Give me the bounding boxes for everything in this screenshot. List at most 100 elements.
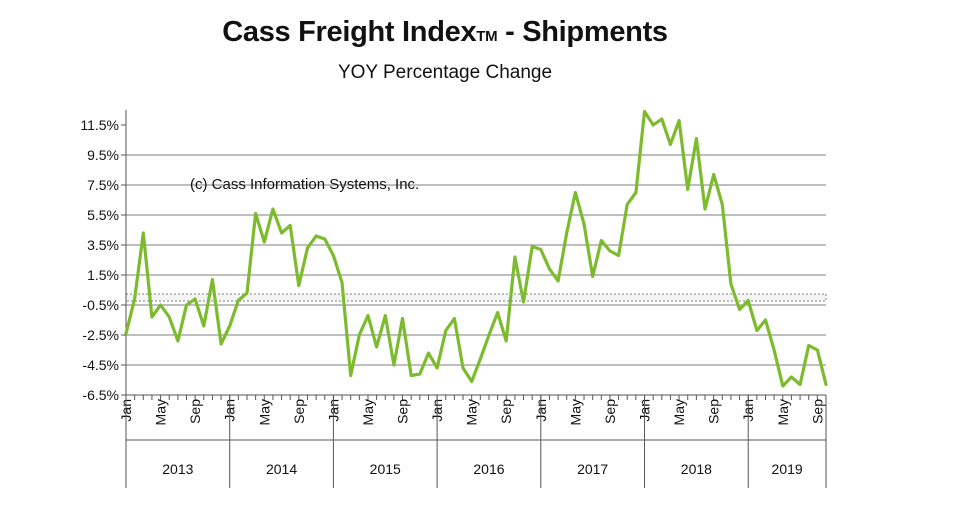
data-point bbox=[626, 203, 629, 206]
data-point bbox=[522, 300, 525, 304]
data-point bbox=[824, 383, 828, 386]
chart-title-text: Cass Freight Index bbox=[222, 16, 477, 48]
x-tick-label: Sep bbox=[395, 399, 411, 424]
data-point bbox=[669, 143, 672, 146]
x-tick-label: Sep bbox=[291, 399, 307, 424]
zero-band-rect bbox=[125, 293, 827, 302]
x-tick-label: May bbox=[775, 399, 791, 425]
chart-subtitle: YOY Percentage Change bbox=[337, 62, 553, 83]
data-point bbox=[807, 344, 810, 347]
data-point bbox=[384, 314, 387, 317]
data-point bbox=[401, 317, 404, 320]
data-point bbox=[686, 188, 689, 191]
y-axis: 11.5% 9.5% 7.5% 5.5% 3.5% 1.5% -0.5% -2.5% -4.5%… bbox=[80, 110, 127, 403]
data-point bbox=[755, 329, 759, 332]
data-point bbox=[237, 299, 240, 302]
data-point bbox=[306, 246, 309, 250]
data-point bbox=[772, 348, 776, 352]
year-label: 2018 bbox=[681, 461, 712, 477]
data-point bbox=[418, 372, 422, 376]
y-tick-label: 1.5% bbox=[87, 267, 119, 283]
data-point bbox=[712, 173, 715, 176]
data-point bbox=[185, 303, 188, 307]
data-point bbox=[332, 254, 335, 257]
trademark-mark: TM bbox=[476, 28, 498, 45]
data-point bbox=[643, 110, 646, 113]
data-point bbox=[790, 375, 793, 379]
y-tick-label: 11.5% bbox=[80, 117, 119, 133]
year-label: 2016 bbox=[473, 461, 504, 477]
x-tick-label: May bbox=[256, 399, 272, 425]
data-point bbox=[297, 284, 301, 287]
data-point bbox=[591, 275, 594, 278]
x-tick-label: Sep bbox=[187, 399, 203, 424]
data-point bbox=[211, 278, 214, 281]
data-point bbox=[427, 351, 430, 355]
data-point bbox=[444, 329, 447, 332]
year-label: 2015 bbox=[370, 461, 401, 477]
y-tick-label: -6.5% bbox=[82, 387, 119, 403]
data-point bbox=[392, 363, 396, 367]
data-point bbox=[202, 324, 205, 328]
data-point bbox=[142, 231, 145, 235]
y-tick-label: -2.5% bbox=[82, 327, 119, 343]
year-label: 2017 bbox=[577, 461, 608, 477]
year-label: 2019 bbox=[772, 461, 803, 477]
chart-title-suffix: - Shipments bbox=[497, 16, 668, 48]
data-point bbox=[314, 234, 318, 238]
data-point bbox=[349, 374, 352, 377]
data-point bbox=[288, 224, 292, 227]
data-point bbox=[487, 333, 491, 337]
x-tick-label: May bbox=[567, 399, 583, 425]
data-point bbox=[600, 239, 603, 242]
data-point bbox=[617, 254, 620, 257]
data-point bbox=[505, 339, 508, 343]
y-tick-label: 5.5% bbox=[87, 207, 119, 223]
x-tick-label: Sep bbox=[809, 399, 825, 424]
data-point bbox=[729, 282, 733, 286]
data-point bbox=[219, 342, 223, 346]
data-point bbox=[798, 383, 802, 386]
data-point bbox=[133, 297, 136, 301]
x-tick-label: May bbox=[360, 399, 376, 425]
data-point bbox=[366, 314, 370, 317]
data-point bbox=[539, 248, 543, 251]
x-tick-label: Sep bbox=[706, 399, 722, 424]
zero-band bbox=[125, 293, 827, 302]
data-point bbox=[323, 237, 326, 241]
data-point bbox=[176, 339, 180, 343]
y-tick-label: 9.5% bbox=[87, 147, 119, 163]
data-point bbox=[271, 207, 275, 211]
y-tick-label: -0.5% bbox=[82, 297, 119, 313]
data-point bbox=[193, 297, 197, 301]
data-point bbox=[435, 366, 439, 370]
data-point bbox=[124, 332, 128, 335]
data-point bbox=[513, 255, 517, 259]
data-point bbox=[556, 279, 560, 283]
data-point bbox=[721, 203, 724, 206]
year-label: 2014 bbox=[266, 461, 297, 477]
data-point bbox=[677, 119, 681, 122]
data-point bbox=[574, 191, 577, 194]
data-point bbox=[228, 324, 231, 328]
x-tick-label: Sep bbox=[602, 399, 618, 424]
data-point bbox=[764, 318, 767, 322]
data-point bbox=[816, 348, 819, 352]
data-point bbox=[461, 366, 465, 370]
data-point bbox=[453, 317, 456, 320]
data-point bbox=[280, 231, 283, 235]
data-point bbox=[409, 374, 413, 377]
data-point bbox=[530, 245, 534, 248]
data-point bbox=[548, 267, 551, 271]
data-point bbox=[479, 357, 482, 361]
data-point bbox=[358, 333, 361, 337]
data-point bbox=[245, 291, 249, 295]
year-label: 2013 bbox=[162, 461, 193, 477]
y-tick-label: 7.5% bbox=[87, 177, 119, 193]
data-point bbox=[150, 315, 154, 319]
x-tick-label: May bbox=[153, 399, 169, 425]
data-point bbox=[695, 137, 698, 140]
y-tick-label: -4.5% bbox=[82, 357, 119, 373]
data-point bbox=[254, 212, 257, 215]
y-tick-label: 3.5% bbox=[87, 237, 119, 253]
